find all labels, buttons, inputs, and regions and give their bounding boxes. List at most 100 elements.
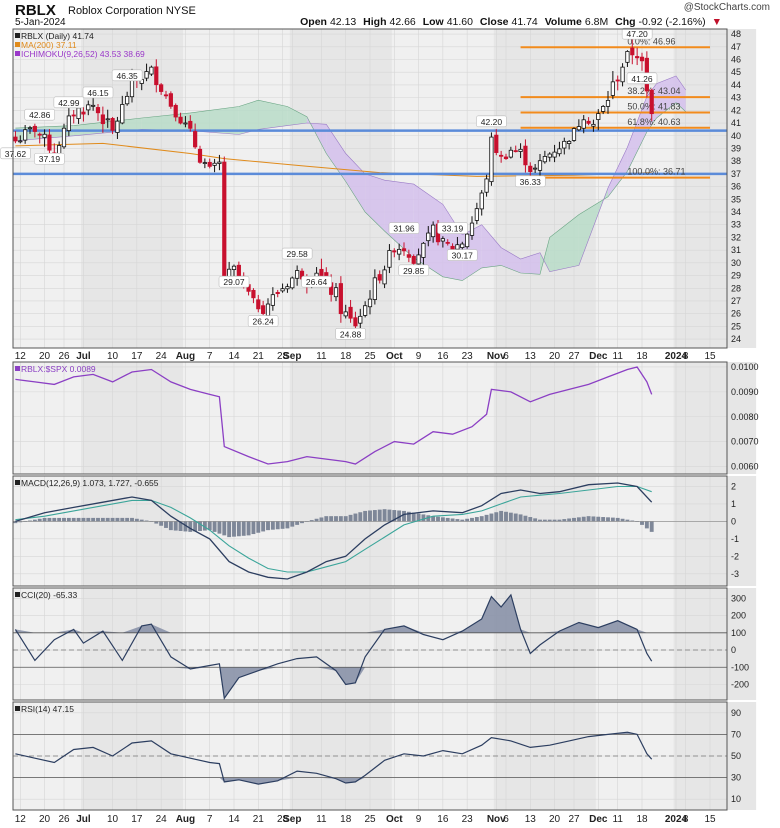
cci-tick-label: 100 [731, 628, 746, 638]
macd-histogram-bar [130, 517, 134, 522]
relative-legend-swatch [15, 366, 20, 371]
candle-up [421, 242, 426, 258]
macd-histogram-bar [353, 513, 358, 522]
price-tick-label: 42 [731, 105, 741, 115]
down-triangle-icon: ▼ [711, 16, 722, 28]
candle-down [197, 148, 203, 163]
price-annotation-box [34, 152, 65, 165]
candle-up [576, 126, 581, 131]
rsi-tick-label: 70 [731, 729, 741, 739]
candle-down [154, 66, 159, 86]
macd-histogram-bar [183, 521, 188, 532]
macd-histogram-bar [319, 517, 324, 522]
candle-up [596, 113, 601, 120]
price-tick-label: 29 [731, 271, 741, 281]
ichimoku-cloud-segment [238, 100, 259, 135]
macd-histogram-bar [120, 517, 125, 522]
candle-down [37, 133, 42, 136]
macd-histogram-bar [329, 516, 334, 522]
close-label: Close [479, 16, 509, 28]
candle-up [397, 248, 402, 255]
candle-up [562, 140, 567, 149]
macd-histogram-bar [222, 521, 227, 536]
macd-histogram-bar [139, 519, 144, 522]
price-tick-label: 36 [731, 182, 741, 192]
candle-down [47, 134, 52, 151]
x-axis-bottom-tick-label: 10 [107, 814, 119, 825]
relative-panel-frame [12, 361, 728, 475]
macd-histogram-bar [431, 516, 436, 522]
candle-up [76, 107, 81, 119]
candle-down [13, 136, 18, 142]
macd-histogram-bar [484, 514, 489, 522]
price-annotation: 26.64 [306, 277, 328, 287]
macd-histogram-bar [372, 510, 377, 522]
candle-up [280, 288, 285, 292]
rsi-tick-label: 50 [731, 751, 741, 761]
price-tick-label: 26 [731, 309, 741, 319]
x-axis-top-tick-label: 27 [568, 351, 580, 362]
cci-tick-label: 0 [731, 645, 736, 655]
candle-down [392, 250, 397, 253]
x-axis-top-tick-label: 20 [39, 351, 51, 362]
macd-histogram-bar [450, 518, 455, 522]
candle-up [557, 148, 562, 155]
price-annotation: 42.99 [58, 98, 80, 108]
macd-histogram-bar [96, 517, 100, 522]
macd-month-shade [289, 476, 392, 586]
macd-histogram-bar [314, 518, 319, 522]
price-tick-label: 41 [731, 118, 741, 128]
candle-down [32, 125, 37, 132]
candle-down [222, 161, 227, 279]
price-annotation-box [24, 108, 56, 121]
price-tick-label: 48 [731, 29, 741, 39]
x-axis-top-tick-label: Aug [176, 351, 195, 362]
macd-histogram-bar [76, 517, 81, 522]
macd-histogram-bar [440, 517, 445, 522]
candle-down [256, 299, 261, 310]
macd-histogram-bar [474, 517, 479, 522]
relative-tick-label: 0.0060 [731, 462, 759, 472]
price-tick-label: 27 [731, 296, 741, 306]
macd-histogram-bar [547, 519, 552, 522]
candle-down [494, 134, 499, 153]
price-tick-label: 39 [731, 143, 741, 153]
quote-date: 5-Jan-2024 [15, 17, 66, 28]
price-annotation: 31.96 [393, 224, 415, 234]
macd-histogram-bar [528, 517, 533, 522]
macd-histogram-bar [173, 521, 178, 531]
candle-up [518, 148, 523, 152]
x-axis-bottom-tick-label: 13 [525, 814, 537, 825]
fib-level-label: 100.0%: 36.71 [627, 167, 685, 177]
ichimoku-cloud-segment [287, 106, 307, 126]
x-axis-bottom-tick-label: 8 [683, 814, 689, 825]
candle-down [207, 161, 212, 167]
candle-up [508, 149, 513, 158]
x-axis-top-tick-label: 11 [613, 351, 624, 362]
relative-month-shade [81, 362, 183, 474]
macd-histogram-bar [421, 514, 426, 522]
macd-histogram-bar [13, 521, 18, 524]
macd-histogram-bar [586, 516, 591, 522]
price-annotation-box [281, 247, 313, 260]
x-axis-top-tick-label: 18 [636, 351, 648, 362]
rsi-line [15, 731, 653, 785]
candle-up [455, 244, 460, 250]
x-axis-top-tick-label: 14 [228, 351, 240, 362]
x-axis-bottom-tick-label: 18 [636, 814, 648, 825]
candle-up [144, 71, 149, 79]
candle-up [363, 305, 368, 316]
macd-histogram-bar [57, 517, 62, 522]
macd-month-shade [81, 476, 183, 586]
price-tick-label: 35 [731, 194, 741, 204]
symbol-title: RBLX [15, 2, 56, 19]
macd-histogram-bar [168, 521, 173, 531]
macd-histogram-bar [538, 519, 542, 522]
candle-up [358, 315, 363, 324]
x-axis-bottom-tick-label: 23 [462, 814, 474, 825]
candle-down [319, 268, 324, 276]
ichimoku-cloud-segment [141, 112, 191, 131]
candle-up [285, 286, 290, 290]
x-axis-top-tick-label: 16 [437, 351, 449, 362]
price-tick-label: 45 [731, 67, 741, 77]
